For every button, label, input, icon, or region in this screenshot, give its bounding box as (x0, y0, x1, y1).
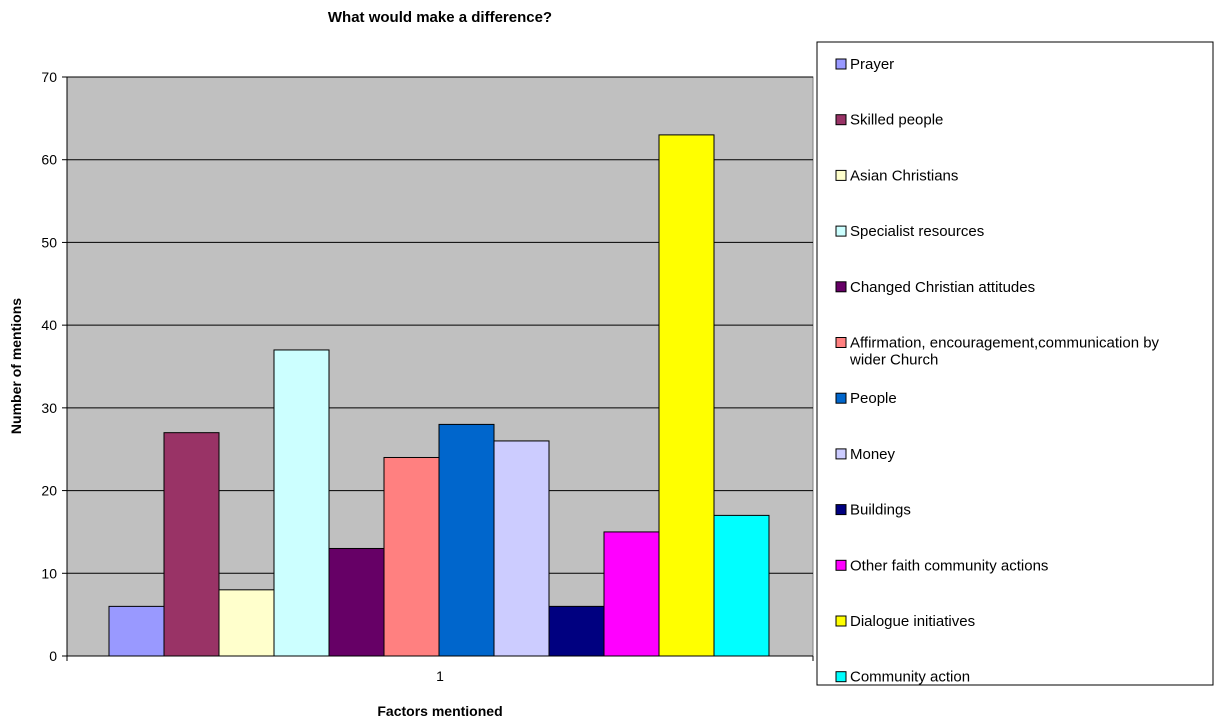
bar-changed-christian-attitudes (328, 547, 385, 657)
legend-label: Community action (850, 669, 970, 686)
bar-community-action (713, 514, 770, 657)
legend-swatch (835, 392, 847, 404)
legend-swatch (835, 615, 847, 627)
y-tick-label: 20 (41, 483, 57, 499)
legend-swatch (835, 58, 847, 70)
x-axis-title: Factors mentioned (377, 703, 502, 719)
legend-swatch (835, 169, 847, 181)
legend-swatch (835, 114, 847, 126)
legend-label: People (850, 390, 897, 407)
legend-label: Affirmation, encouragement,communication… (849, 335, 1160, 369)
y-tick-label: 10 (41, 565, 57, 581)
legend-swatch (835, 337, 847, 348)
bars (108, 134, 770, 657)
x-tick-label: 1 (436, 668, 444, 684)
legend-swatch (835, 448, 847, 460)
bar-skilled-people (163, 432, 220, 657)
chart-title: What would make a difference? (328, 9, 552, 26)
bar-asian-christians (218, 589, 275, 657)
legend-swatch (835, 671, 847, 683)
legend-label: Buildings (850, 502, 911, 519)
legend-label: Money (850, 446, 896, 463)
legend-swatch (835, 281, 847, 293)
legend-label: Specialist resources (850, 223, 984, 240)
y-tick-label: 60 (41, 152, 57, 168)
legend-swatch (835, 504, 847, 516)
y-tick-label: 30 (41, 400, 57, 416)
legend (816, 41, 1214, 686)
bar-dialogue-initiatives (658, 134, 715, 657)
legend-label: Skilled people (850, 112, 943, 129)
legend-label: Changed Christian attitudes (850, 279, 1035, 296)
bar-people (438, 423, 495, 657)
bar-prayer (108, 605, 165, 657)
legend-swatch (835, 225, 847, 237)
legend-items: Prayer Skilled people Asian Christians Spec… (835, 56, 1160, 686)
y-tick-label: 70 (41, 69, 57, 85)
legend-label: Dialogue initiatives (850, 613, 975, 630)
y-tick-label: 50 (41, 234, 57, 250)
bar-buildings (548, 605, 605, 657)
legend-label: Prayer (850, 56, 894, 73)
y-tick-label: 0 (49, 648, 57, 664)
legend-label: Other faith community actions (850, 557, 1048, 574)
legend-swatch (835, 559, 847, 571)
axes: 0 10 20 30 40 50 60 70 1 (41, 69, 814, 684)
legend-label: Asian Christians (850, 167, 958, 184)
bar-affirmation-encouragement-communication-by-wider-church (383, 456, 440, 657)
y-tick-label: 40 (41, 317, 57, 333)
bar-other-faith-community-actions (603, 531, 660, 657)
y-axis-title: Number of mentions (8, 298, 24, 434)
bar-money (493, 440, 550, 657)
bar-specialist-resources (273, 349, 330, 657)
